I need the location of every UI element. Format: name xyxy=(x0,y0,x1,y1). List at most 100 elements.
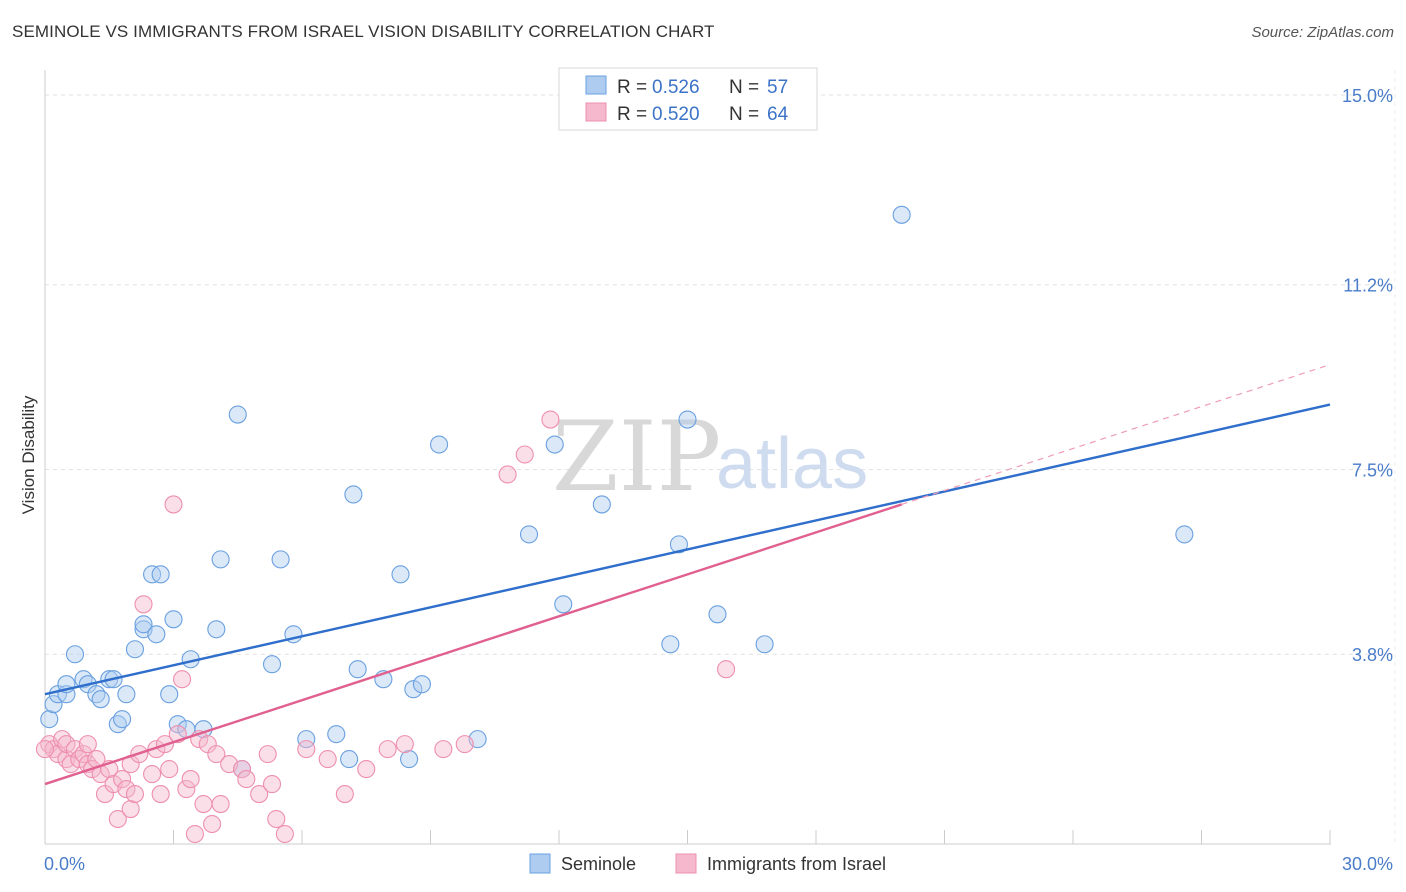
seminole-point xyxy=(755,635,774,654)
seminole-point xyxy=(65,645,85,664)
legend-n-label-seminole: N = xyxy=(729,77,759,98)
israel-point xyxy=(160,760,179,779)
bottom-legend: Seminole Immigrants from Israel xyxy=(529,853,886,874)
watermark-zip: ZIP xyxy=(552,401,721,513)
y-axis-label: Vision Disability xyxy=(19,395,38,514)
seminole-point xyxy=(117,685,136,704)
seminole-point xyxy=(404,680,423,699)
bottom-legend-swatch-israel xyxy=(675,853,697,874)
trend-lines xyxy=(44,364,1331,786)
israel-point xyxy=(275,824,294,844)
israel-point xyxy=(108,809,127,829)
israel-point xyxy=(211,795,230,814)
israel-point xyxy=(147,740,166,759)
israel-point xyxy=(143,765,162,784)
israel-point xyxy=(250,785,269,804)
seminole-point xyxy=(40,710,59,729)
legend-n-value-seminole: 57 xyxy=(767,77,788,98)
israel-trend-line xyxy=(44,503,903,786)
seminole-point xyxy=(545,435,564,454)
israel-point xyxy=(203,814,222,834)
israel-point xyxy=(318,750,337,769)
israel-point xyxy=(121,799,140,819)
legend-n-value-israel: 64 xyxy=(767,104,789,125)
chart-title: SEMINOLE VS IMMIGRANTS FROM ISRAEL VISIO… xyxy=(12,22,715,41)
legend-swatch-israel xyxy=(585,102,607,122)
israel-trend-extension xyxy=(901,364,1331,506)
seminole-point xyxy=(391,565,410,584)
seminole-point xyxy=(228,405,247,424)
israel-point xyxy=(378,740,397,759)
israel-point xyxy=(541,410,560,429)
seminole-point xyxy=(708,605,727,624)
seminole-point xyxy=(207,620,226,639)
seminole-point xyxy=(678,410,697,429)
israel-point xyxy=(164,495,183,514)
seminole-point xyxy=(340,750,359,769)
seminole-point xyxy=(669,535,688,554)
israel-point xyxy=(181,770,200,789)
seminole-point xyxy=(344,485,363,504)
israel-point xyxy=(134,595,153,614)
seminole-point xyxy=(661,635,680,654)
israel-point xyxy=(258,745,277,764)
seminole-point xyxy=(271,550,290,569)
axes xyxy=(44,70,1331,845)
israel-point xyxy=(194,795,213,814)
y-tick-label: 7.5% xyxy=(1352,460,1393,480)
seminole-point xyxy=(151,565,170,584)
x-tick-labels: 0.0% 30.0% xyxy=(44,854,1393,874)
israel-point xyxy=(515,445,534,464)
legend-r-value-seminole: 0.526 xyxy=(652,77,700,98)
israel-point xyxy=(78,735,97,754)
seminole-point xyxy=(147,625,166,644)
seminole-point xyxy=(412,675,431,694)
israel-point xyxy=(177,780,196,799)
israel-point xyxy=(125,785,144,804)
legend-r-label-israel: R = xyxy=(617,104,647,125)
y-tick-label: 11.2% xyxy=(1343,276,1393,296)
israel-point xyxy=(716,660,736,679)
israel-point xyxy=(297,740,316,759)
israel-point xyxy=(335,785,354,804)
y-tick-labels: 3.8% 7.5% 11.2% 15.0% xyxy=(1342,86,1393,665)
x-tick-label: 0.0% xyxy=(44,854,85,874)
seminole-point xyxy=(262,655,282,674)
seminole-point xyxy=(91,690,110,709)
israel-point xyxy=(113,770,132,789)
legend: R = 0.526 N = 57 R = 0.520 N = 64 xyxy=(558,67,818,131)
israel-point xyxy=(151,785,170,804)
seminole-point xyxy=(348,660,367,679)
seminole-point xyxy=(519,525,539,544)
israel-point xyxy=(232,760,252,779)
seminole-trend-line xyxy=(44,403,1331,696)
israel-point xyxy=(185,824,204,844)
israel-point xyxy=(395,735,414,754)
data-points xyxy=(35,205,1194,844)
bottom-legend-swatch-seminole xyxy=(529,853,551,874)
seminole-point xyxy=(134,615,153,634)
israel-point xyxy=(498,465,517,484)
seminole-point xyxy=(164,610,183,629)
x-tick-label: 30.0% xyxy=(1342,854,1393,874)
bottom-legend-label-israel: Immigrants from Israel xyxy=(707,854,886,874)
y-tick-label: 15.0% xyxy=(1342,86,1393,106)
seminole-point xyxy=(554,595,573,614)
legend-swatch-seminole xyxy=(585,75,607,95)
israel-point xyxy=(207,745,226,764)
seminole-point xyxy=(430,435,449,454)
seminole-point xyxy=(211,550,230,569)
seminole-point xyxy=(1175,525,1194,544)
israel-point xyxy=(357,760,376,779)
legend-r-value-israel: 0.520 xyxy=(652,104,700,125)
israel-point xyxy=(57,735,76,754)
legend-n-label-israel: N = xyxy=(729,104,759,125)
source-label: Source: ZipAtlas.com xyxy=(1251,24,1394,41)
israel-point xyxy=(173,670,192,689)
seminole-point xyxy=(592,495,611,514)
israel-point xyxy=(455,735,474,754)
seminole-point xyxy=(113,710,132,729)
israel-point xyxy=(35,740,55,759)
seminole-point xyxy=(160,685,179,704)
